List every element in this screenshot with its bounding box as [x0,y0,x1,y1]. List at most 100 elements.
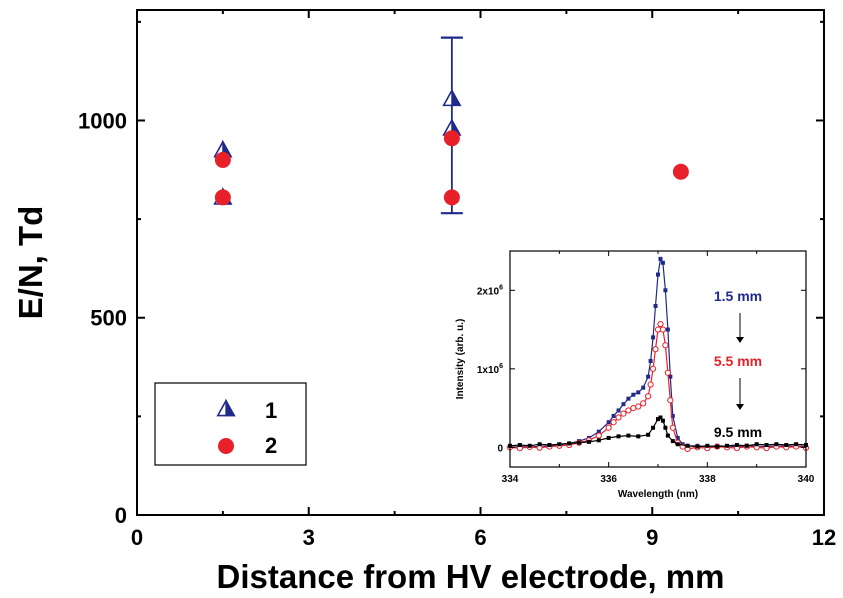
inset-point [656,272,660,277]
x-tick-label: 9 [646,525,658,550]
inset-point [754,442,759,447]
inset-point [656,417,660,422]
inset-point [615,414,622,421]
inset-point [665,433,670,438]
inset-point [610,419,617,426]
inset-x-tick-label: 338 [699,474,716,485]
inset-point [616,408,621,413]
inset-point [631,392,636,397]
inset-annotations: 1.5 mm 5.5 mm 9.5 mm [714,288,762,440]
data-point-series-2 [443,130,460,147]
inset-point [635,403,642,410]
inset-point [659,326,667,333]
inset-point [685,443,690,448]
inset-point [744,443,749,448]
inset-point [695,444,700,449]
inset-series-3 [508,415,808,449]
inset-point [658,256,663,261]
inset-point [616,434,621,439]
inset-point [734,443,739,448]
inset-point [784,443,789,448]
inset-background [510,251,806,467]
inset-point [664,369,671,376]
inset-point [586,439,591,444]
inset-point [794,442,799,447]
inset-point [648,358,653,363]
inset-point [660,260,665,265]
inset-point [667,397,674,404]
inset-point [670,439,675,444]
inset-point [557,442,562,447]
inset-point [647,381,654,388]
inset-point [630,404,637,412]
data-point-series-1 [442,88,462,107]
inset-point [660,418,665,423]
y-tick-label: 0 [115,503,127,528]
x-tick-label: 0 [131,525,143,550]
inset-point [596,429,601,434]
legend: 1 2 [154,382,307,466]
inset-y-tick-label: 1x106 [477,363,503,376]
inset-point [577,440,582,445]
y-axis-title: E/N, Td [12,206,49,320]
inset-point [764,443,769,448]
legend-label-series-1: 1 [265,398,277,423]
inset-point [621,402,626,407]
inset-point [651,425,656,430]
y-tick-label: 1000 [78,108,127,133]
inset-y-tick-label: 2x106 [477,284,503,297]
inset-plot: 334 336 338 340 0 1x106 2x106 Intensity (arb. … [455,250,815,500]
inset-point [663,288,668,293]
inset-point [636,390,641,395]
inset-point [675,442,680,447]
inset-point [668,374,673,379]
inset-arrow [736,313,744,343]
inset-annotation: 5.5 mm [714,353,762,369]
legend-circle [218,438,234,454]
inset-point [626,433,631,438]
inset-point [636,434,641,439]
inset-point [662,342,669,349]
inset-point [646,374,651,379]
inset-point [649,365,657,372]
x-tick-label: 3 [303,525,315,550]
x-tick-label: 12 [812,525,836,550]
legend-triangle [216,398,236,417]
inset-y-tick-label: 0 [497,443,503,454]
inset-point [645,393,652,400]
inset-arrow [736,378,744,410]
inset-point [715,444,720,449]
inset-y-axis-title: Intensity (arb. u.) [455,319,466,400]
inset-point [606,435,611,440]
inset-point [625,407,632,414]
legend-symbol-series-1 [216,398,236,417]
inset-point [547,443,552,448]
legend-label-series-2: 2 [265,433,277,458]
inset-point [774,442,779,447]
inset-point [658,415,663,420]
data-point-series-2 [443,189,460,206]
inset-point [652,346,659,353]
legend-symbol-series-2 [218,438,234,454]
inset-point [517,443,522,448]
inset-point [705,443,710,448]
inset-point [640,400,647,407]
inset-point [651,335,656,340]
inset-x-tick-label: 336 [600,474,617,485]
inset-point [606,420,611,425]
inset-point [596,438,601,443]
inset-x-tick-label: 334 [502,474,519,485]
data-point-series-2 [214,151,231,168]
data-point-series-2 [214,189,231,206]
y-tick-label: 500 [90,306,127,331]
inset-point [653,303,658,308]
inset-annotation: 1.5 mm [714,288,762,304]
main-marks [213,36,689,215]
inset-ticks: 334 336 338 340 0 1x106 2x106 [477,251,815,485]
inset-point [567,441,572,446]
inset-point [670,413,675,418]
data-point-series-2 [672,163,689,180]
